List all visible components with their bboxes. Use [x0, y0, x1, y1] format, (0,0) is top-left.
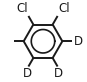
Text: Cl: Cl — [58, 2, 70, 15]
Text: D: D — [74, 35, 83, 48]
Text: D: D — [23, 67, 32, 80]
Text: Cl: Cl — [16, 2, 28, 15]
Text: D: D — [54, 67, 63, 80]
